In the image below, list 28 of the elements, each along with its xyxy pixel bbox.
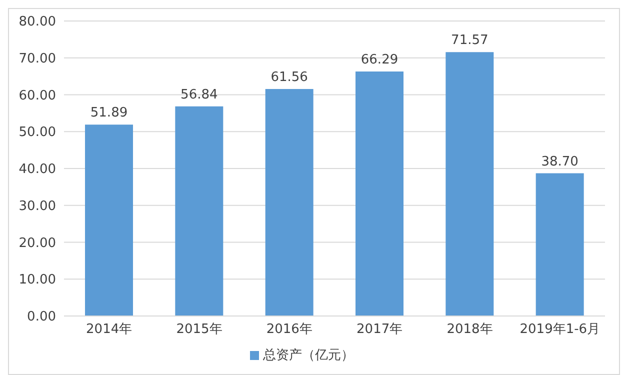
x-tick-label: 2019年1-6月 [520,322,600,338]
bar [85,124,133,316]
bar [356,72,404,316]
x-tick-label: 2014年 [86,322,132,338]
data-label: 51.89 [90,106,128,121]
y-tick-label: 0.00 [27,310,56,325]
y-tick-label: 40.00 [18,162,56,178]
x-tick-label: 2018年 [446,322,493,338]
data-label: 56.84 [180,87,218,102]
y-tick-label: 80.00 [18,14,56,30]
x-tick-label: 2016年 [266,322,312,338]
data-label: 61.56 [270,70,308,85]
data-label: 38.70 [541,154,578,170]
bar [175,106,224,316]
data-label: 71.57 [451,33,488,48]
legend-label: 总资产（亿元） [263,348,354,363]
y-tick-label: 30.00 [18,198,56,214]
y-tick-label: 70.00 [18,51,56,66]
bar [265,89,314,316]
y-tick-label: 50.00 [18,125,56,140]
y-tick-label: 10.00 [18,272,56,288]
x-tick-label: 2017年 [356,322,403,338]
bar [446,52,494,316]
x-tick-label: 2015年 [176,322,222,338]
y-tick-label: 20.00 [18,236,56,251]
y-tick-label: 60.00 [18,88,56,104]
data-label: 66.29 [360,52,398,68]
bar [536,173,584,316]
